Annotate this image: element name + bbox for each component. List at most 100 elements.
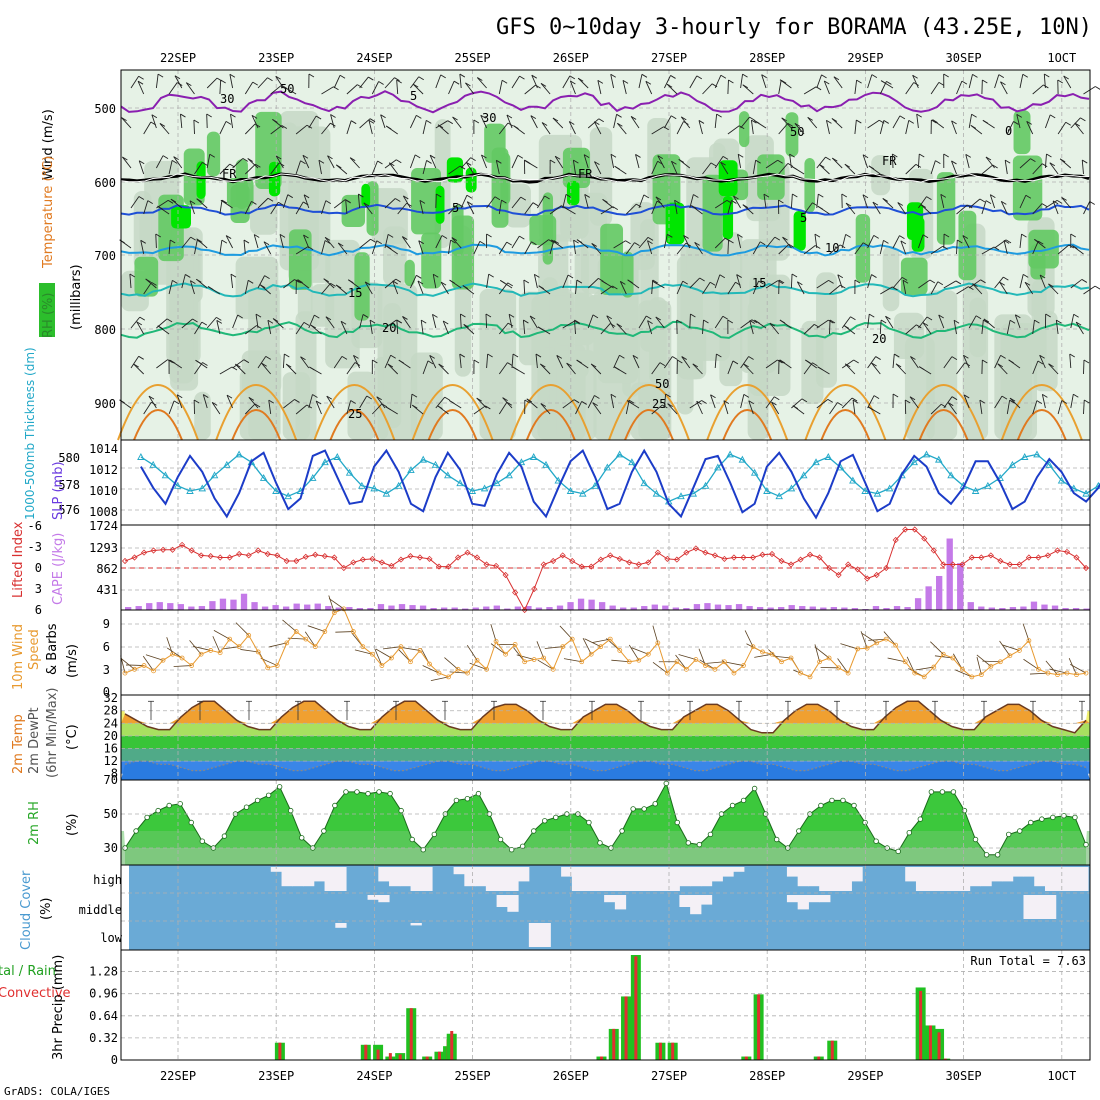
wind-barb-flag [617, 122, 623, 127]
li-point [702, 549, 709, 556]
wind-barb [611, 659, 630, 663]
wind-point [255, 649, 261, 655]
wind-barb [1009, 397, 1021, 409]
wind-barb-flag [817, 205, 824, 210]
rh-shade [677, 328, 707, 380]
precip-conv-bar [278, 1042, 282, 1060]
wind-barb [122, 156, 132, 169]
wind-barb-flag [736, 274, 742, 278]
wind-point [807, 674, 813, 680]
li-point [721, 555, 728, 562]
cape-bar [304, 604, 311, 610]
wind-barb-flag [722, 156, 729, 160]
wind-barb [720, 161, 729, 175]
wind-barb [206, 113, 208, 129]
cloud-cell-high [690, 867, 702, 887]
li-point [759, 551, 766, 558]
cape-bar [325, 606, 332, 610]
rh-shade [347, 371, 376, 440]
wind-barb [569, 80, 576, 95]
wind-barb [353, 355, 361, 369]
wind-barb [392, 280, 399, 295]
precip-ylabel-1: tal / Rain [0, 964, 56, 979]
wind-barb-flag [1013, 121, 1019, 125]
rh-point [895, 848, 901, 855]
wind-barb [295, 124, 308, 135]
wind-barb-flag [196, 238, 202, 243]
cape-bar [293, 603, 300, 610]
wind-barb-flag [537, 326, 544, 331]
wind-barb [261, 362, 272, 375]
wind-barb-flag [943, 233, 950, 238]
wind-barb [862, 194, 869, 209]
wind-barb-flag [872, 201, 879, 206]
cape-bar [440, 607, 448, 610]
wind-barb-flag [202, 161, 208, 166]
wind-barb [681, 356, 691, 369]
wind-barb-flag [552, 117, 559, 122]
cloud-cell-middle [378, 895, 390, 903]
li-point [1006, 561, 1013, 568]
wind-barb-flag [225, 235, 232, 239]
wind-barb [539, 363, 551, 375]
thickness-point [849, 476, 857, 484]
cape-bar [799, 606, 806, 610]
rh-point [994, 852, 1001, 858]
wind-barb-flag [670, 115, 677, 120]
wind-barb-flag [671, 160, 677, 165]
wind-barb-flag [263, 241, 270, 246]
wind-barb [829, 284, 841, 295]
rh-point [1072, 814, 1078, 821]
wind-barb [947, 402, 957, 415]
wind-barb [189, 640, 202, 655]
wind-barb [671, 161, 678, 175]
wind-barb [279, 234, 284, 249]
wind-barb-flag [535, 353, 542, 358]
wind-barb-flag [1074, 122, 1081, 127]
wind-barb-flag [883, 239, 889, 244]
wind-barb-flag [951, 396, 958, 401]
wind-barb-flag [797, 281, 803, 286]
wind-barb-flag [916, 113, 922, 118]
wind-barb [872, 201, 881, 215]
rh-point [873, 838, 879, 844]
wind-barb-flag [315, 115, 322, 120]
slp-tick: 1012 [89, 463, 118, 477]
wind-point [712, 666, 718, 672]
precip-tick: 0.96 [89, 987, 118, 1001]
wind-barb [268, 400, 272, 415]
thickness-point [468, 487, 477, 494]
wind-point [950, 655, 956, 661]
rh-tick: 50 [104, 807, 118, 821]
cloud-cell-high [335, 867, 347, 891]
wind-barb [1045, 199, 1058, 209]
thickness-point [198, 484, 207, 492]
wind-point [626, 659, 632, 665]
wind-barb-flag [207, 286, 214, 290]
wind-barb-flag [922, 234, 929, 239]
cape-bar [398, 604, 406, 610]
cloud-cell-high [840, 867, 852, 891]
temp-contour-30 [820, 409, 871, 441]
wind-barb-flag [1001, 395, 1008, 400]
wind-barb-flag [951, 160, 957, 165]
wind-point [198, 651, 204, 657]
date-label-top: 1OCT [1047, 51, 1076, 65]
wind-barb [194, 321, 203, 335]
wind-barb-flag [476, 397, 482, 402]
wind-barb-flag [267, 197, 274, 202]
wind-barb [956, 204, 968, 215]
cape-bar [672, 607, 680, 610]
wind-barb-flag [703, 319, 709, 324]
wind-barb [340, 321, 348, 335]
wind-point [978, 672, 984, 678]
temp-contour-25 [117, 384, 199, 441]
thickness-point [480, 484, 489, 492]
rh-point [1050, 814, 1056, 821]
rh-shade [505, 183, 531, 228]
wind-barb-flag [630, 116, 637, 120]
wind-barb [282, 194, 289, 209]
rh-point [928, 789, 935, 795]
wind-barb-flag [532, 202, 539, 207]
wind-barb-flag [302, 154, 309, 159]
